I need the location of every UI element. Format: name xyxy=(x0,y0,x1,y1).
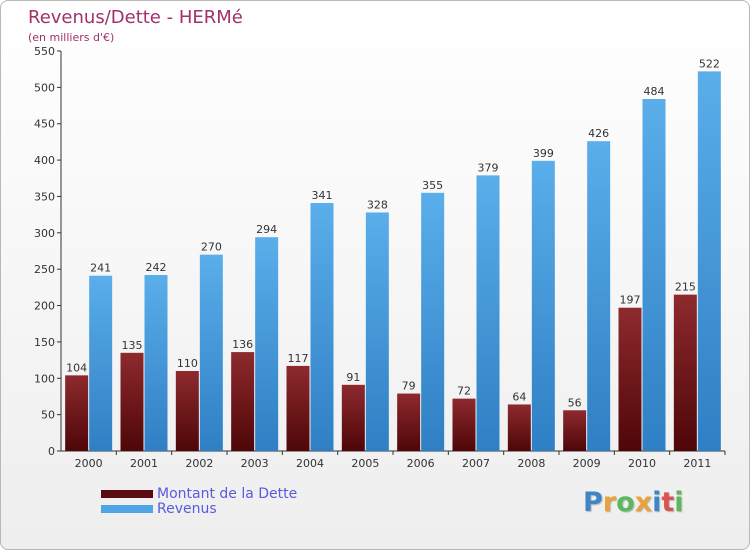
y-tick-label: 200 xyxy=(34,300,55,313)
bar-revenus xyxy=(531,160,555,451)
logo-letter: i xyxy=(674,487,684,518)
x-tick-label: 2001 xyxy=(130,457,158,470)
bar-revenus xyxy=(199,254,223,451)
bar-dette xyxy=(452,398,476,451)
data-label: 56 xyxy=(568,396,582,409)
y-tick-label: 150 xyxy=(34,336,55,349)
data-label: 241 xyxy=(90,262,111,275)
bar-dette xyxy=(507,404,531,451)
chart-subtitle: (en milliers d'€) xyxy=(28,31,115,44)
bar-revenus xyxy=(642,99,666,451)
bar-dette xyxy=(618,307,642,451)
bar-revenus xyxy=(255,237,279,451)
y-tick-label: 500 xyxy=(34,81,55,94)
data-label: 522 xyxy=(699,57,720,70)
data-label: 242 xyxy=(146,261,167,274)
y-tick-label: 450 xyxy=(34,118,55,131)
y-tick-label: 50 xyxy=(41,409,55,422)
bar-dette xyxy=(563,410,587,451)
data-label: 379 xyxy=(478,161,499,174)
bar-revenus xyxy=(310,203,334,451)
chart-title: Revenus/Dette - HERMé xyxy=(28,7,243,28)
data-label: 79 xyxy=(402,380,416,393)
y-tick-label: 350 xyxy=(34,190,55,203)
x-tick-label: 2003 xyxy=(241,457,269,470)
bar-dette xyxy=(175,371,199,451)
data-label: 136 xyxy=(232,338,253,351)
bar-dette xyxy=(65,375,89,451)
y-tick-label: 100 xyxy=(34,372,55,385)
legend-swatch-dette xyxy=(101,490,153,498)
x-tick-label: 2009 xyxy=(573,457,601,470)
data-label: 270 xyxy=(201,241,222,254)
legend-label-revenus: Revenus xyxy=(157,501,217,517)
data-label: 341 xyxy=(312,189,333,202)
data-label: 197 xyxy=(620,294,641,307)
bar-dette xyxy=(286,365,310,451)
bar-revenus xyxy=(587,141,611,451)
x-tick-label: 2011 xyxy=(683,457,711,470)
bar-revenus xyxy=(421,192,445,451)
data-label: 294 xyxy=(256,223,277,236)
data-label: 355 xyxy=(422,179,443,192)
bar-dette xyxy=(120,352,144,451)
data-label: 72 xyxy=(457,385,471,398)
data-label: 135 xyxy=(122,339,143,352)
data-label: 484 xyxy=(644,85,665,98)
data-label: 104 xyxy=(66,361,87,374)
x-tick-label: 2010 xyxy=(628,457,656,470)
legend-swatch-revenus xyxy=(101,505,153,513)
logo-letter: r xyxy=(602,487,617,518)
x-tick-label: 2004 xyxy=(296,457,324,470)
y-tick-label: 0 xyxy=(48,445,55,458)
logo-letter: x xyxy=(634,487,653,518)
proxiti-logo: Proxiti xyxy=(583,487,684,518)
bar-revenus xyxy=(144,275,168,451)
bar-revenus xyxy=(697,71,721,451)
logo-letter: i xyxy=(652,487,662,518)
x-tick-label: 2008 xyxy=(517,457,545,470)
bar-dette xyxy=(397,393,421,451)
y-tick-label: 400 xyxy=(34,154,55,167)
bar-dette xyxy=(341,384,365,451)
x-tick-label: 2005 xyxy=(351,457,379,470)
data-label: 110 xyxy=(177,357,198,370)
logo-letter: o xyxy=(616,487,635,518)
bar-revenus xyxy=(365,212,389,451)
x-tick-label: 2007 xyxy=(462,457,490,470)
data-label: 91 xyxy=(346,371,360,384)
data-label: 426 xyxy=(588,127,609,140)
x-tick-label: 2002 xyxy=(185,457,213,470)
x-tick-label: 2000 xyxy=(75,457,103,470)
legend-label-dette: Montant de la Dette xyxy=(157,486,298,502)
bar-dette xyxy=(231,352,255,451)
logo-letter: t xyxy=(661,487,675,518)
y-tick-label: 300 xyxy=(34,227,55,240)
bar-revenus xyxy=(476,175,500,451)
y-tick-label: 550 xyxy=(34,45,55,58)
data-label: 64 xyxy=(512,390,526,403)
y-tick-label: 250 xyxy=(34,263,55,276)
data-label: 215 xyxy=(675,281,696,294)
x-tick-label: 2006 xyxy=(407,457,435,470)
logo-letter: P xyxy=(583,487,603,518)
data-label: 328 xyxy=(367,198,388,211)
data-label: 117 xyxy=(288,352,309,365)
bar-dette xyxy=(673,294,697,451)
bar-revenus xyxy=(89,275,113,451)
data-label: 399 xyxy=(533,147,554,160)
